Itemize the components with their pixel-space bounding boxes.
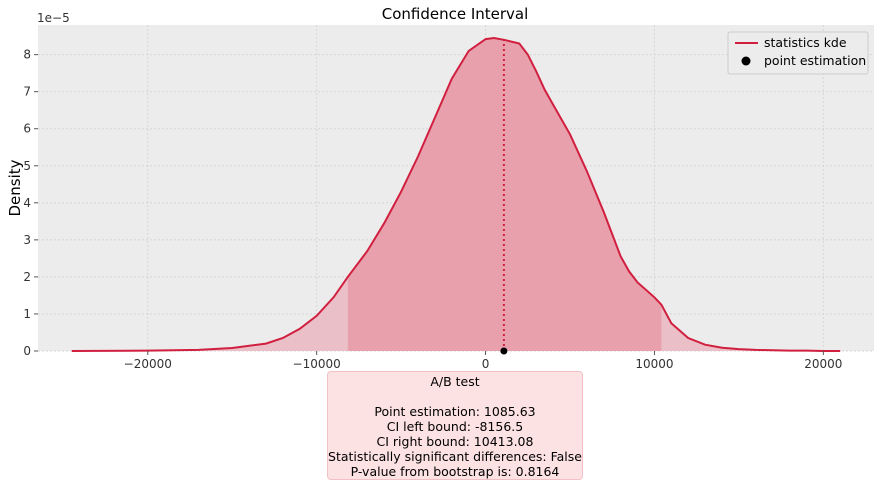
y-tick-label: 1 [23,307,31,321]
summary-title: A/B test [430,374,480,389]
legend-kde-label: statistics kde [764,35,847,50]
summary-point-estimation: Point estimation: 1085.63 [374,404,536,419]
x-tick-label: 0 [482,357,490,371]
summary-significance: Statistically significant differences: F… [328,449,582,464]
y-tick-label: 7 [23,85,31,99]
y-scale-note: 1e−5 [37,11,70,25]
x-axis-ticks: −20000 −10000 0 10000 20000 [124,351,842,371]
y-tick-label: 4 [23,196,31,210]
y-axis-ticks: 0 1 2 3 4 5 6 7 8 [23,48,38,358]
ab-test-summary-box: A/B test Point estimation: 1085.63 CI le… [327,371,583,480]
x-tick-label: 10000 [635,357,673,371]
y-tick-label: 3 [23,233,31,247]
legend-point-label: point estimation [764,53,866,68]
chart-title: Confidence Interval [382,5,529,23]
legend: statistics kde point estimation [727,31,869,75]
legend-box [727,31,869,75]
x-tick-label: −10000 [293,357,341,371]
y-tick-label: 5 [23,159,31,173]
x-tick-label: −20000 [124,357,172,371]
y-tick-label: 6 [23,122,31,136]
legend-point-swatch [741,56,751,66]
kde-line [71,36,841,352]
point-estimation-marker [500,347,508,355]
summary-pvalue: P-value from bootstrap is: 0.8164 [350,464,560,479]
summary-ci-left: CI left bound: -8156.5 [386,419,524,434]
x-tick-label: 20000 [804,357,842,371]
y-axis-label: Density [6,159,24,216]
summary-ci-right: CI right bound: 10413.08 [376,434,534,449]
y-tick-label: 8 [23,48,31,62]
y-tick-label: 0 [23,344,31,358]
y-tick-label: 2 [23,270,31,284]
